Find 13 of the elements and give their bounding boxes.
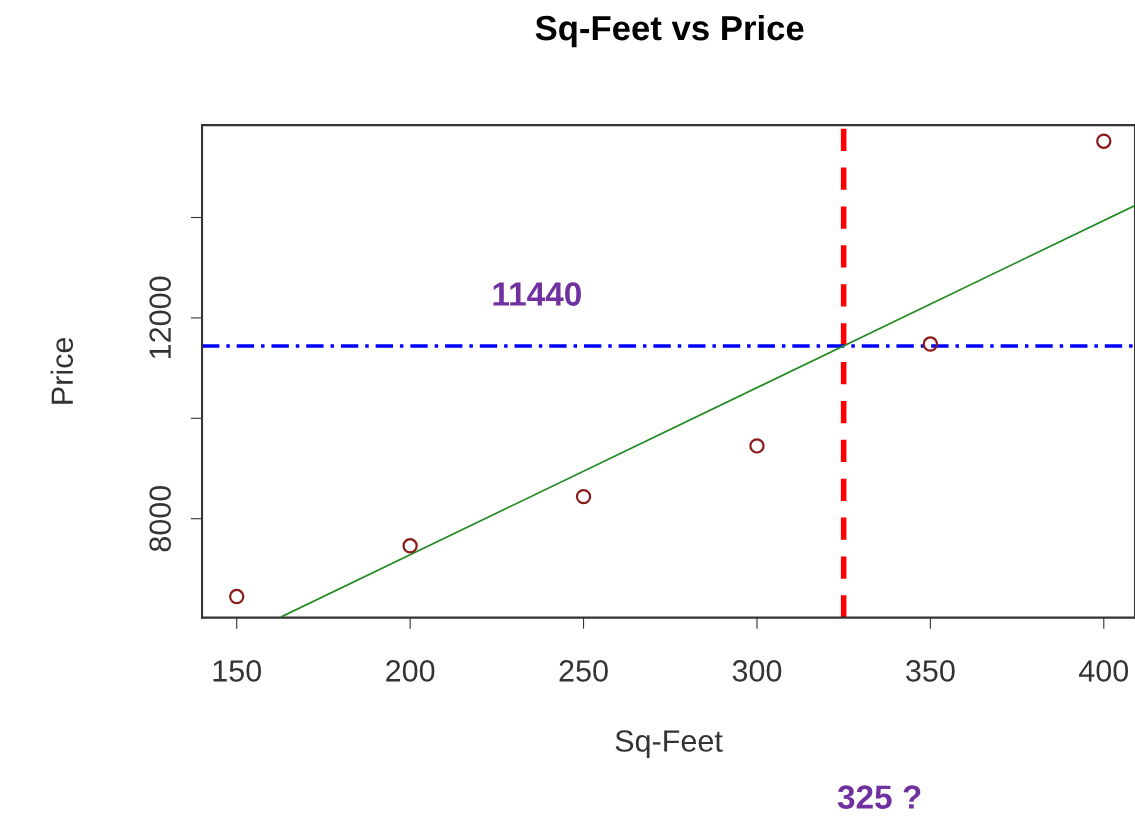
chart-title: Sq-Feet vs Price [535, 14, 804, 48]
y-tick-label: 8000 [149, 485, 171, 552]
x-tick-label: 400 [1079, 660, 1129, 682]
x-axis-title: Sq-Feet [615, 730, 723, 758]
annotation: 11440 [493, 282, 581, 306]
x-tick-label: 200 [386, 660, 435, 682]
x-tick-label: 150 [213, 660, 262, 682]
y-tick-label: 12000 [149, 276, 171, 359]
x-tick-label: 250 [559, 660, 608, 682]
y-axis-title: Price [50, 337, 74, 404]
text: 325 ? [837, 785, 921, 809]
x-tick-label: 300 [732, 660, 782, 682]
x-tick-label: 350 [906, 660, 955, 682]
